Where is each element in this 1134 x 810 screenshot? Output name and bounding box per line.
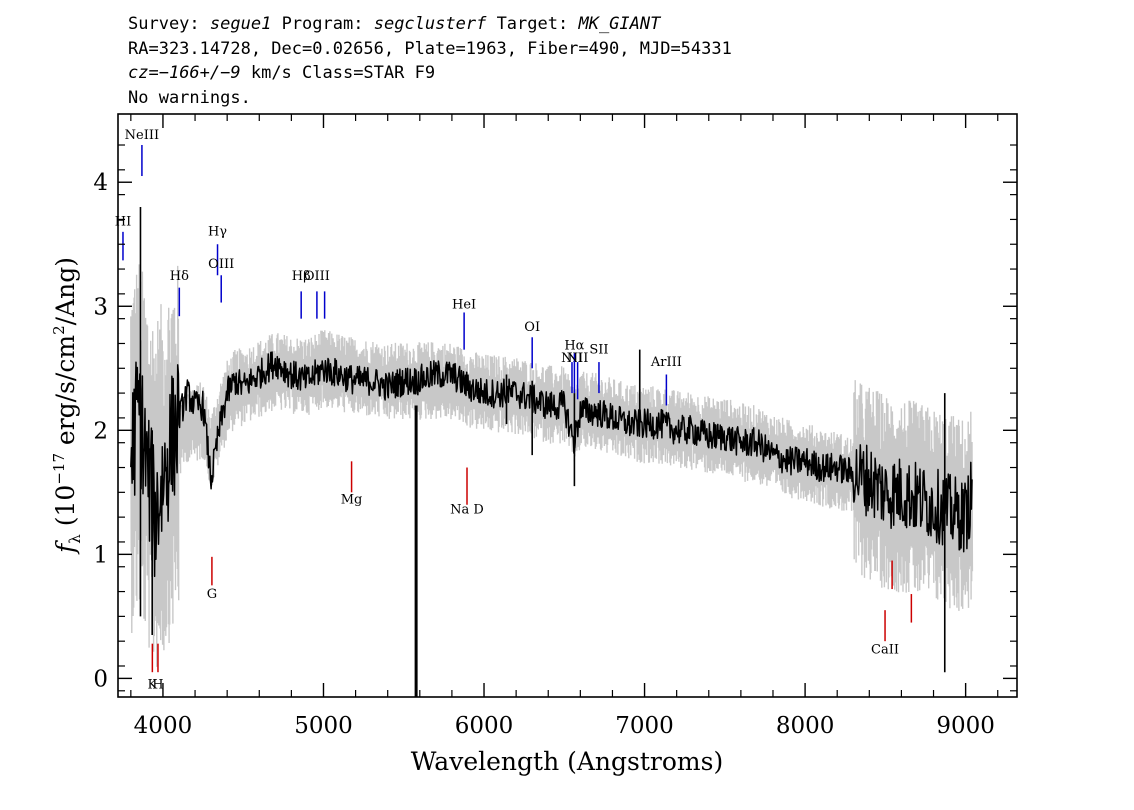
x-tick-label: 7000 xyxy=(615,713,674,739)
spectrum-header: Survey: segue1 Program: segclusterf Targ… xyxy=(128,12,732,110)
plot-frame xyxy=(117,113,1018,698)
emission-line-label: NII xyxy=(567,351,589,366)
y-tick-label: 4 xyxy=(93,170,108,196)
emission-line-label: Hδ xyxy=(170,269,189,284)
flux-layer xyxy=(130,207,973,697)
header-line-coords: RA=323.14728, Dec=0.02656, Plate=1963, F… xyxy=(128,38,732,59)
header-line-redshift: cz=−166+/−9 km/s Class=STAR F9 xyxy=(128,61,732,86)
cz-prefix: cz= xyxy=(128,63,159,83)
x-tick-label: 9000 xyxy=(936,713,995,739)
absorption-line-label: H xyxy=(152,677,163,692)
cz-suffix: km/s Class=STAR F9 xyxy=(240,63,436,83)
absorption-line-label: Mg xyxy=(341,492,363,507)
emission-line-label: OIII xyxy=(208,257,234,272)
emission-line-label: Hα xyxy=(564,339,584,354)
emission-line-label: Hβ xyxy=(292,269,311,284)
cz-value: −166+/−9 xyxy=(158,63,241,83)
y-axis-label: fλ (10−17 erg/s/cm2/Ang) xyxy=(50,257,84,555)
absorption-line-label: CaII xyxy=(871,643,899,658)
absorption-line-label: G xyxy=(207,587,217,602)
absorption-line-label: K xyxy=(147,677,157,692)
flux-line xyxy=(130,351,973,578)
y-tick-label: 1 xyxy=(93,542,108,568)
absorption-line-label: Na D xyxy=(450,502,484,517)
program-value: segclusterf xyxy=(373,14,487,34)
y-tick-label: 3 xyxy=(93,294,108,320)
emission-line-label: OI xyxy=(524,320,540,335)
emission-line-label: OIII xyxy=(304,269,330,284)
x-tick-label: 4000 xyxy=(134,713,193,739)
emission-line-label: SII xyxy=(589,342,608,357)
x-tick-label: 5000 xyxy=(294,713,353,739)
target-label: Target: xyxy=(496,14,569,34)
header-line-survey: Survey: segue1 Program: segclusterf Targ… xyxy=(128,12,732,37)
survey-value: segue1 xyxy=(209,14,272,34)
x-tick-label: 6000 xyxy=(455,713,514,739)
axes-layer: 4000 5000 6000 7000 8000 9000 0 1 2 3 4 xyxy=(93,114,1017,739)
emission-line-label: HeI xyxy=(452,298,476,313)
x-tick-label: 8000 xyxy=(776,713,835,739)
header-line-warnings: No warnings. xyxy=(128,87,251,108)
emission-line-label: HI xyxy=(115,215,131,230)
y-tick-label: 0 xyxy=(93,666,108,692)
emission-line-label: NeIII xyxy=(125,128,159,143)
emission-line-label: ArIII xyxy=(650,355,682,370)
survey-label: Survey: xyxy=(128,14,200,34)
x-axis-label: Wavelength (Angstroms) xyxy=(411,747,723,776)
emission-line-label: Hγ xyxy=(208,225,227,240)
target-value: MK_GIANT xyxy=(578,14,661,34)
y-tick-label: 2 xyxy=(93,418,108,444)
program-label: Program: xyxy=(281,14,364,34)
